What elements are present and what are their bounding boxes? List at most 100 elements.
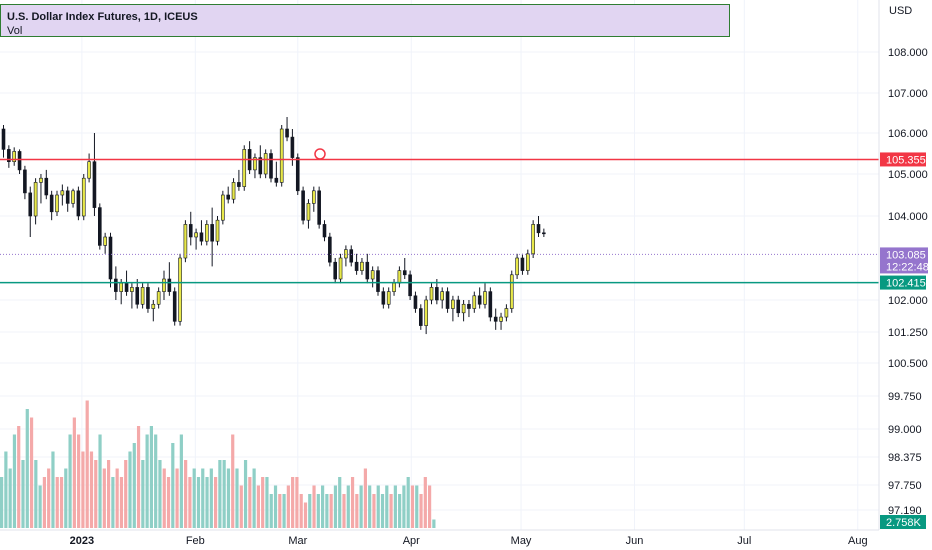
candle-body (114, 279, 117, 292)
candle (77, 187, 80, 221)
price-tick-label: 104.000 (888, 211, 928, 223)
volume-bar (64, 469, 67, 529)
candle (93, 133, 96, 216)
volume-bar (287, 486, 290, 529)
currency-label: USD (889, 5, 912, 17)
horizontal-lines[interactable] (0, 159, 879, 282)
volume-bar (347, 486, 350, 529)
volume-bar (300, 494, 303, 528)
candle (104, 233, 107, 254)
candle-body (355, 262, 358, 270)
candle (484, 283, 487, 308)
volume-bar (389, 494, 392, 528)
volume-bar (424, 477, 427, 528)
candle (34, 178, 37, 224)
candle (168, 262, 171, 296)
candle-body (516, 258, 519, 275)
volume-bar (360, 486, 363, 529)
candle (302, 187, 305, 225)
volume-legend-label[interactable]: Vol (7, 25, 22, 37)
candle-body (50, 195, 53, 212)
volume-bar (244, 460, 247, 528)
candle-body (414, 296, 417, 309)
candle (425, 296, 428, 334)
volume-bar (120, 477, 123, 528)
candle-body (323, 224, 326, 237)
volume-bar (107, 460, 110, 528)
volume-bar (381, 494, 384, 528)
candle-body (18, 151, 21, 169)
candle (56, 191, 59, 216)
price-tick-label: 102.000 (888, 295, 928, 307)
candle (446, 287, 449, 312)
candle-body (403, 271, 406, 275)
candle-body (318, 191, 321, 225)
candle (61, 185, 64, 206)
volume-bar (274, 486, 277, 529)
volume-bar (193, 469, 196, 529)
candle-body (221, 195, 224, 220)
candle (270, 149, 273, 182)
volume-bar (330, 494, 333, 528)
volume-bar (184, 460, 187, 528)
candle (360, 258, 363, 275)
volume-bar (34, 460, 37, 528)
candle-body (120, 283, 123, 291)
candle-body (189, 224, 192, 237)
candle (200, 220, 203, 245)
candle (516, 254, 519, 279)
legend-panel[interactable]: U.S. Dollar Index Futures, 1D, ICEUS Vol (0, 4, 730, 37)
symbol-title[interactable]: U.S. Dollar Index Futures, 1D, ICEUS (7, 11, 198, 23)
candle (441, 287, 444, 308)
candle (232, 178, 235, 203)
candle-body (29, 193, 32, 216)
candle (355, 254, 358, 275)
candle (318, 187, 321, 229)
candle-body (88, 162, 91, 179)
candle (510, 271, 513, 313)
volume-bar (150, 426, 153, 528)
volume-bar (47, 469, 50, 529)
candle (7, 145, 10, 168)
candle-body (532, 224, 535, 253)
candle (173, 287, 176, 325)
candle-body (500, 317, 503, 321)
candle (473, 292, 476, 313)
drawing-marker[interactable] (315, 149, 325, 159)
volume-bars (0, 401, 435, 529)
candle (526, 250, 529, 275)
candle-body (505, 309, 508, 318)
candle-body (136, 287, 139, 304)
volume-bar (368, 486, 371, 529)
volume-bar (124, 460, 127, 528)
candle (109, 233, 112, 288)
candle-body (72, 191, 75, 204)
candle-body (195, 233, 198, 237)
candle-body (425, 300, 428, 326)
candle (467, 300, 470, 317)
volume-bar (163, 469, 166, 529)
candle (205, 220, 208, 245)
volume-bar (364, 469, 367, 529)
price-tick-label: 105.000 (888, 169, 928, 181)
volume-bar (30, 418, 33, 529)
candle (307, 199, 310, 228)
volume-bar (231, 435, 234, 529)
candle-body (366, 262, 369, 279)
candle-body (232, 182, 235, 199)
volume-bar (377, 486, 380, 529)
volume-bar (68, 435, 71, 529)
price-badges: 105.355102.415103.08512:22:482.758K (880, 152, 929, 529)
volume-bar (90, 452, 93, 529)
candle-body (350, 250, 353, 263)
candle (462, 300, 465, 321)
candle (291, 129, 294, 166)
candle (371, 266, 374, 287)
candle-body (211, 224, 214, 241)
candle-body (542, 233, 545, 234)
volume-bar (21, 460, 24, 528)
price-badge-label: 102.415 (886, 278, 926, 290)
volume-bar (312, 486, 315, 529)
time-axis[interactable]: 2023 Feb Mar Apr May Jun Jul Aug (70, 535, 868, 547)
